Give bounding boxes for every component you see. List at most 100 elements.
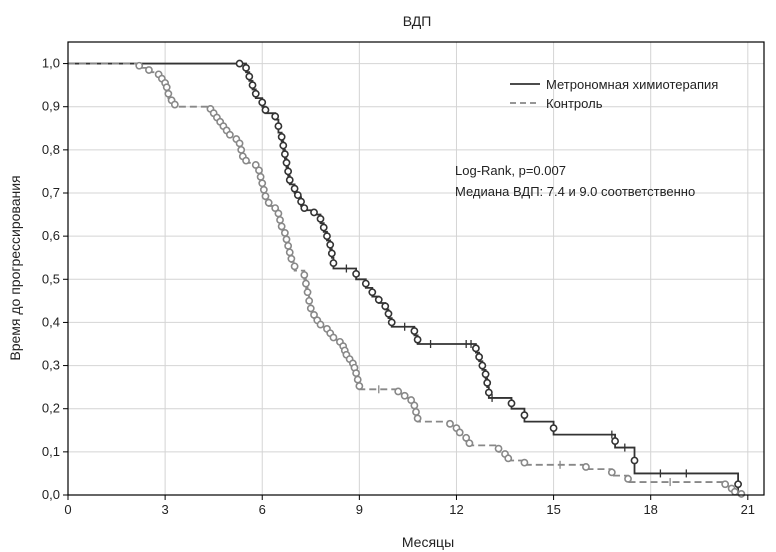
x-ticks: 0 3 6 9 12 15 18 21 [64, 495, 755, 517]
y-tick-label: 1,0 [42, 56, 60, 71]
event-marker-0 [374, 295, 383, 304]
event-marker-0 [300, 204, 309, 212]
event-marker-1 [277, 222, 286, 231]
event-marker-0 [316, 214, 325, 223]
event-marker-0 [319, 223, 328, 232]
event-marker-1 [276, 216, 284, 224]
event-marker-0 [549, 424, 558, 433]
event-marker-1 [303, 288, 312, 297]
event-marker-0 [248, 81, 257, 90]
y-tick-label: 0,5 [42, 271, 60, 286]
event-marker-0 [475, 353, 484, 361]
event-marker-1 [353, 375, 362, 384]
event-marker-1 [237, 145, 246, 154]
event-marker-0 [242, 63, 250, 72]
event-marker-0 [381, 302, 390, 311]
event-marker-0 [329, 259, 338, 268]
event-marker-1 [455, 428, 464, 437]
event-marker-0 [611, 437, 619, 445]
event-marker-0 [326, 240, 335, 249]
event-marker-1 [494, 444, 503, 453]
event-marker-0 [271, 112, 280, 121]
event-marker-0 [484, 388, 493, 397]
event-marker-0 [293, 191, 302, 200]
x-tick-label: 3 [161, 502, 168, 517]
event-marker-1 [410, 401, 419, 410]
event-marker-0 [478, 361, 487, 370]
event-marker-1 [607, 468, 616, 477]
event-marker-0 [258, 98, 267, 107]
event-marker-1 [256, 172, 265, 181]
x-tick-label: 6 [259, 502, 266, 517]
event-marker-1 [300, 271, 309, 279]
legend: Метрономная химиотерапия Контроль [510, 77, 718, 111]
x-tick-label: 9 [356, 502, 363, 517]
event-marker-0 [520, 411, 529, 420]
event-marker-1 [520, 458, 529, 467]
y-tick-label: 0,9 [42, 99, 60, 114]
event-marker-1 [624, 474, 632, 483]
y-tick-label: 0,3 [42, 358, 60, 373]
x-tick-label: 15 [546, 502, 560, 517]
event-marker-0 [284, 167, 293, 176]
event-marker-1 [413, 414, 422, 423]
event-marker-1 [258, 179, 267, 188]
event-marker-1 [259, 185, 268, 194]
event-marker-0 [352, 269, 361, 278]
y-tick-label: 0,7 [42, 185, 60, 200]
series-layer [68, 59, 746, 498]
event-marker-0 [282, 158, 291, 167]
event-marker-1 [282, 235, 291, 244]
event-marker-0 [471, 344, 480, 353]
event-marker-1 [280, 229, 289, 237]
event-marker-1 [407, 396, 416, 404]
event-marker-1 [355, 382, 364, 390]
y-ticks: 0,0 0,1 0,2 0,3 0,4 0,5 0,6 0,7 0,8 0,9 1,0 [42, 56, 68, 502]
event-marker-0 [323, 232, 331, 241]
event-marker-1 [162, 83, 171, 92]
legend-label-control: Контроль [546, 96, 603, 111]
event-marker-1 [504, 454, 513, 463]
x-axis-label: Месяцы [402, 534, 454, 550]
event-marker-1 [287, 254, 296, 263]
event-marker-1 [290, 262, 299, 271]
event-marker-1 [284, 241, 293, 250]
event-marker-0 [327, 249, 336, 258]
event-marker-1 [329, 333, 338, 342]
chart-title: ВДП [403, 13, 432, 29]
event-marker-0 [410, 327, 419, 335]
event-marker-1 [274, 209, 283, 218]
event-marker-0 [261, 106, 270, 114]
y-axis-label: Время до прогрессирования [7, 175, 23, 360]
event-marker-0 [630, 456, 639, 465]
event-marker-0 [481, 370, 490, 379]
event-marker-1 [462, 433, 471, 442]
y-tick-label: 0,1 [42, 444, 60, 459]
x-tick-label: 21 [741, 502, 755, 517]
event-marker-1 [446, 419, 454, 428]
event-marker-0 [285, 176, 294, 184]
event-marker-0 [277, 133, 286, 141]
event-marker-1 [251, 161, 260, 169]
event-marker-0 [245, 72, 254, 81]
event-marker-0 [361, 279, 370, 288]
event-marker-1 [135, 61, 144, 70]
event-marker-1 [305, 296, 314, 305]
event-marker-0 [274, 122, 283, 131]
event-marker-1 [285, 248, 294, 257]
event-marker-0 [387, 318, 396, 327]
y-tick-label: 0,0 [42, 487, 60, 502]
event-marker-1 [737, 490, 746, 498]
event-marker-0 [235, 59, 244, 68]
event-marker-1 [170, 100, 179, 109]
event-marker-1 [271, 204, 280, 212]
event-marker-1 [352, 369, 361, 378]
event-marker-1 [264, 198, 273, 207]
y-tick-label: 0,6 [42, 228, 60, 243]
event-marker-1 [306, 304, 315, 313]
event-marker-1 [310, 310, 318, 319]
event-marker-1 [261, 192, 270, 201]
event-marker-1 [721, 480, 730, 489]
x-tick-label: 12 [449, 502, 463, 517]
event-marker-1 [394, 387, 403, 396]
